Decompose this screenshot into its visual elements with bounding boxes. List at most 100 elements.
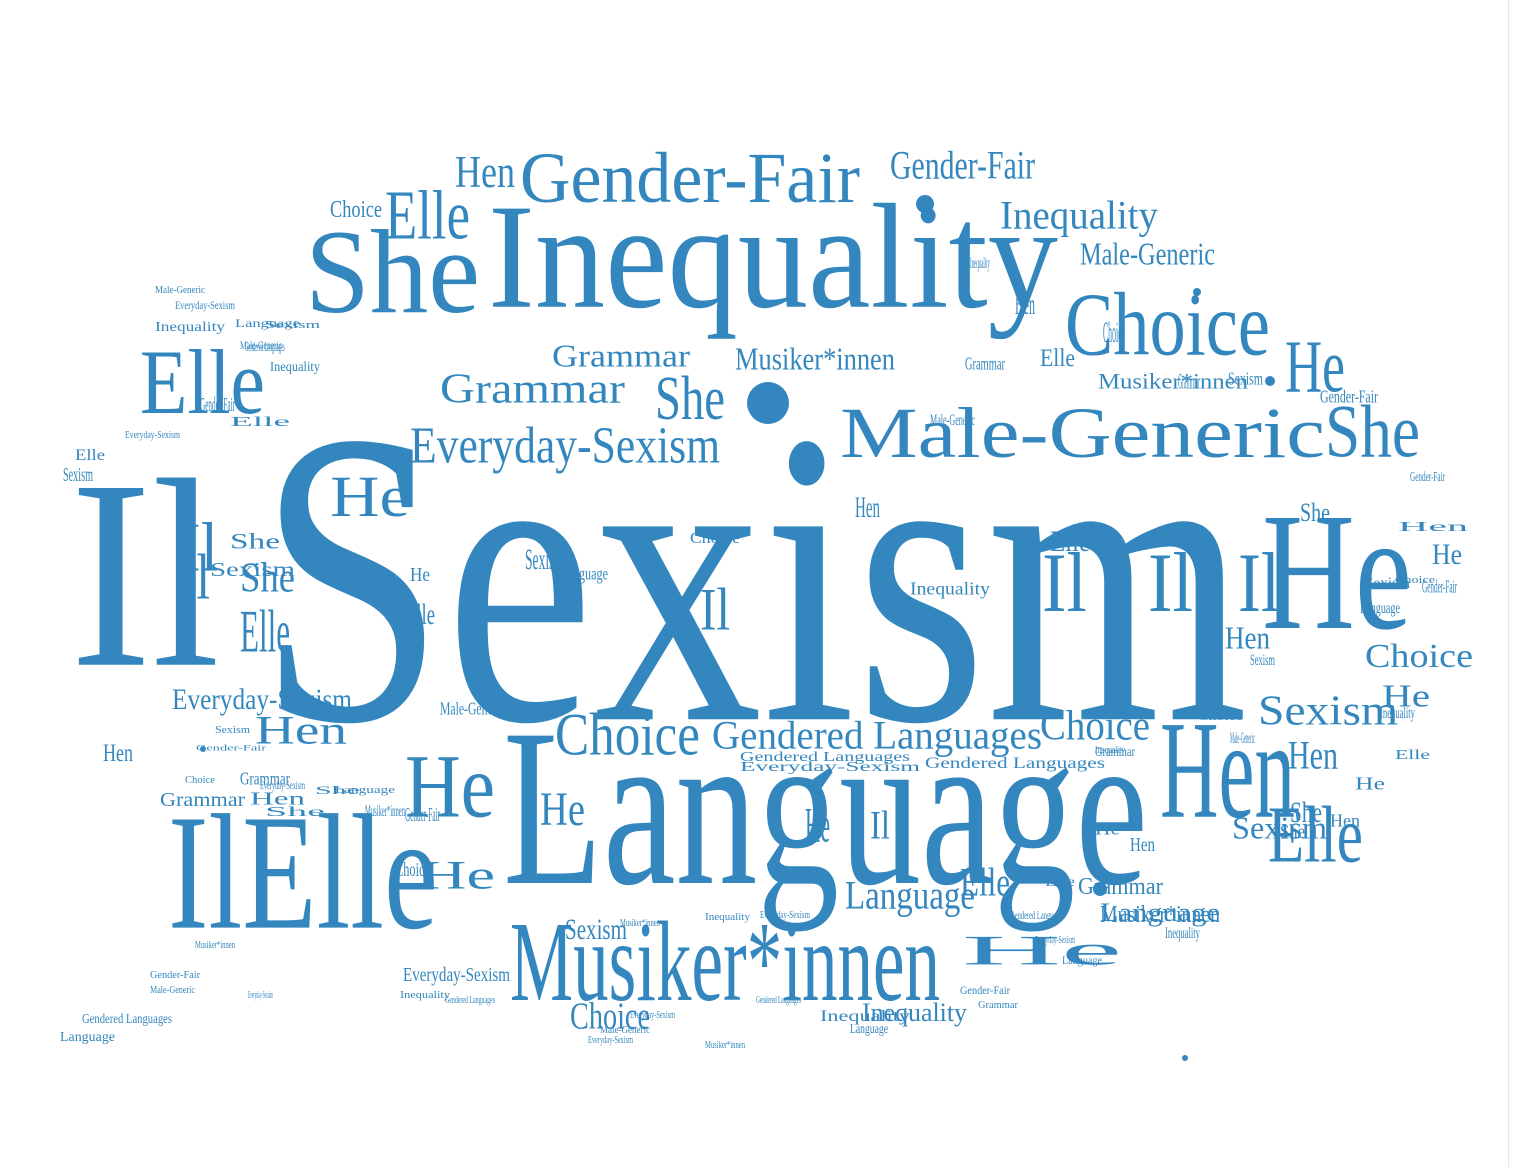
cloud-word: Musiker*innen [1098,368,1248,394]
cloud-word: Language [850,1020,888,1037]
cloud-word: Elle [230,413,290,430]
cloud-word: Grammar [440,365,625,412]
cloud-word: Gendered Languages [925,754,1105,772]
cloud-word: Choice [690,529,740,547]
cloud-word: Everyday-Sexism [403,964,510,986]
cloud-word: Il [180,508,218,586]
cloud-word: Grammar [160,789,245,811]
cloud-word: Gendered Languages [245,338,285,355]
cloud-word: Everyday-Sexism [760,909,810,921]
cloud-word: Gender-Fair [405,804,440,826]
cloud-word: Hen [1225,619,1270,656]
decorative-dot [916,195,934,213]
cloud-word: Hen [103,738,133,767]
cloud-word: He [1095,818,1120,839]
cloud-word: Choice [330,196,382,223]
cloud-word: Male-Generic [150,984,195,996]
cloud-word: Male-Generic [155,284,205,296]
cloud-word: Male-Generic [440,698,505,719]
cloud-word: Elle [1050,525,1090,559]
cloud-word: Gender-Fair [196,744,266,753]
cloud-word: Sexism [210,559,295,581]
cloud-word: Il [1238,535,1280,630]
cloud-word: Language [560,563,608,584]
cloud-word: He [1432,538,1462,572]
cloud-word: Language [1062,954,1102,967]
cloud-word: Elle [1268,790,1363,879]
cloud-word: Inequality [970,254,990,272]
cloud-word: Hen [855,491,880,525]
cloud-word: Male-Generic [240,339,282,352]
cloud-word: Elle [1045,873,1075,890]
cloud-word: Language [60,1028,115,1045]
cloud-word: Elle [1040,343,1075,372]
cloud-word: Elle [405,598,435,632]
cloud-word: Everyday-Sexism [248,989,273,1001]
cloud-word: Musiker*innen [510,898,940,1026]
cloud-word: Grammar [978,999,1018,1011]
cloud-word: Gendered Languages [1010,909,1065,922]
decorative-dot [1182,1055,1188,1061]
cloud-word: Grammar [965,353,1005,374]
cloud-word: Language [845,872,975,918]
cloud-word: Musiker*innen [735,340,895,377]
cloud-word: Grammar [1078,873,1163,900]
cloud-word: Choice [185,774,215,786]
cloud-word: Il [700,576,730,644]
cloud-word: Gender-Fair [150,969,200,981]
cloud-word: Everyday-Sexism [260,779,305,792]
cloud-word: She [230,528,280,554]
cloud-word: Hen [455,147,515,198]
cloud-word: Everyday-Sexism [125,429,180,441]
cloud-word: Language [1360,599,1400,617]
cloud-word: Hen [1130,834,1155,856]
cloud-word: Elle [140,331,265,433]
cloud-word: Choice [1103,316,1125,350]
cloud-word: Inequality [862,998,967,1028]
cloud-word: Il [180,541,210,613]
cloud-word: She [305,205,480,339]
cloud-word: Musiker*innen [705,1039,745,1051]
cloud-word: Sexism [525,543,565,577]
cloud-word: Inequality [488,173,1058,340]
cloud-word: He [1285,325,1345,409]
cloud-word: Inequality [1380,704,1415,722]
cloud-word: Sexism [1365,574,1410,592]
cloud-word: Male-Generic [1230,729,1255,747]
cloud-word: Choice [1198,711,1243,723]
cloud-word: Sexism [265,319,320,331]
cloud-word: She [1325,390,1420,474]
scrollbar-track[interactable] [1508,0,1521,1167]
cloud-word: He [420,852,495,898]
cloud-word: Sexism [1258,687,1398,734]
cloud-word: Inequality [155,318,225,335]
cloud-word: Inequality [910,578,990,599]
cloud-word: Gendered Languages [712,712,1042,758]
cloud-word: Il [1042,535,1087,630]
cloud-word: Hen [1330,810,1360,831]
cloud-word: Language [503,682,1148,932]
cloud-word: Choice [1065,275,1270,375]
cloud-word: He [805,796,830,853]
cloud-word: Grammar [240,768,290,789]
cloud-word: Musiker*innen [195,939,235,951]
cloud-word: Hen [1160,692,1295,848]
decorative-dot [747,382,789,424]
cloud-word: He [1382,677,1430,714]
cloud-word: He [410,564,430,586]
cloud-word: Language [235,317,300,330]
cloud-word: Grammar [1178,368,1200,394]
cloud-word: Grammar [1095,743,1135,760]
cloud-word: Elle [75,446,105,464]
cloud-word: Inequality [270,358,320,375]
cloud-word: Il [870,802,890,848]
cloud-word: She [265,803,325,820]
cloud-word: Hen [250,788,305,809]
decorative-dot [1193,288,1201,296]
cloud-word: Sexism [1232,809,1327,846]
cloud-word: Choice [1395,574,1435,586]
cloud-word: Choice [1040,702,1150,749]
cloud-word: Gendered Languages [740,748,910,765]
cloud-word: Il [1148,535,1193,630]
